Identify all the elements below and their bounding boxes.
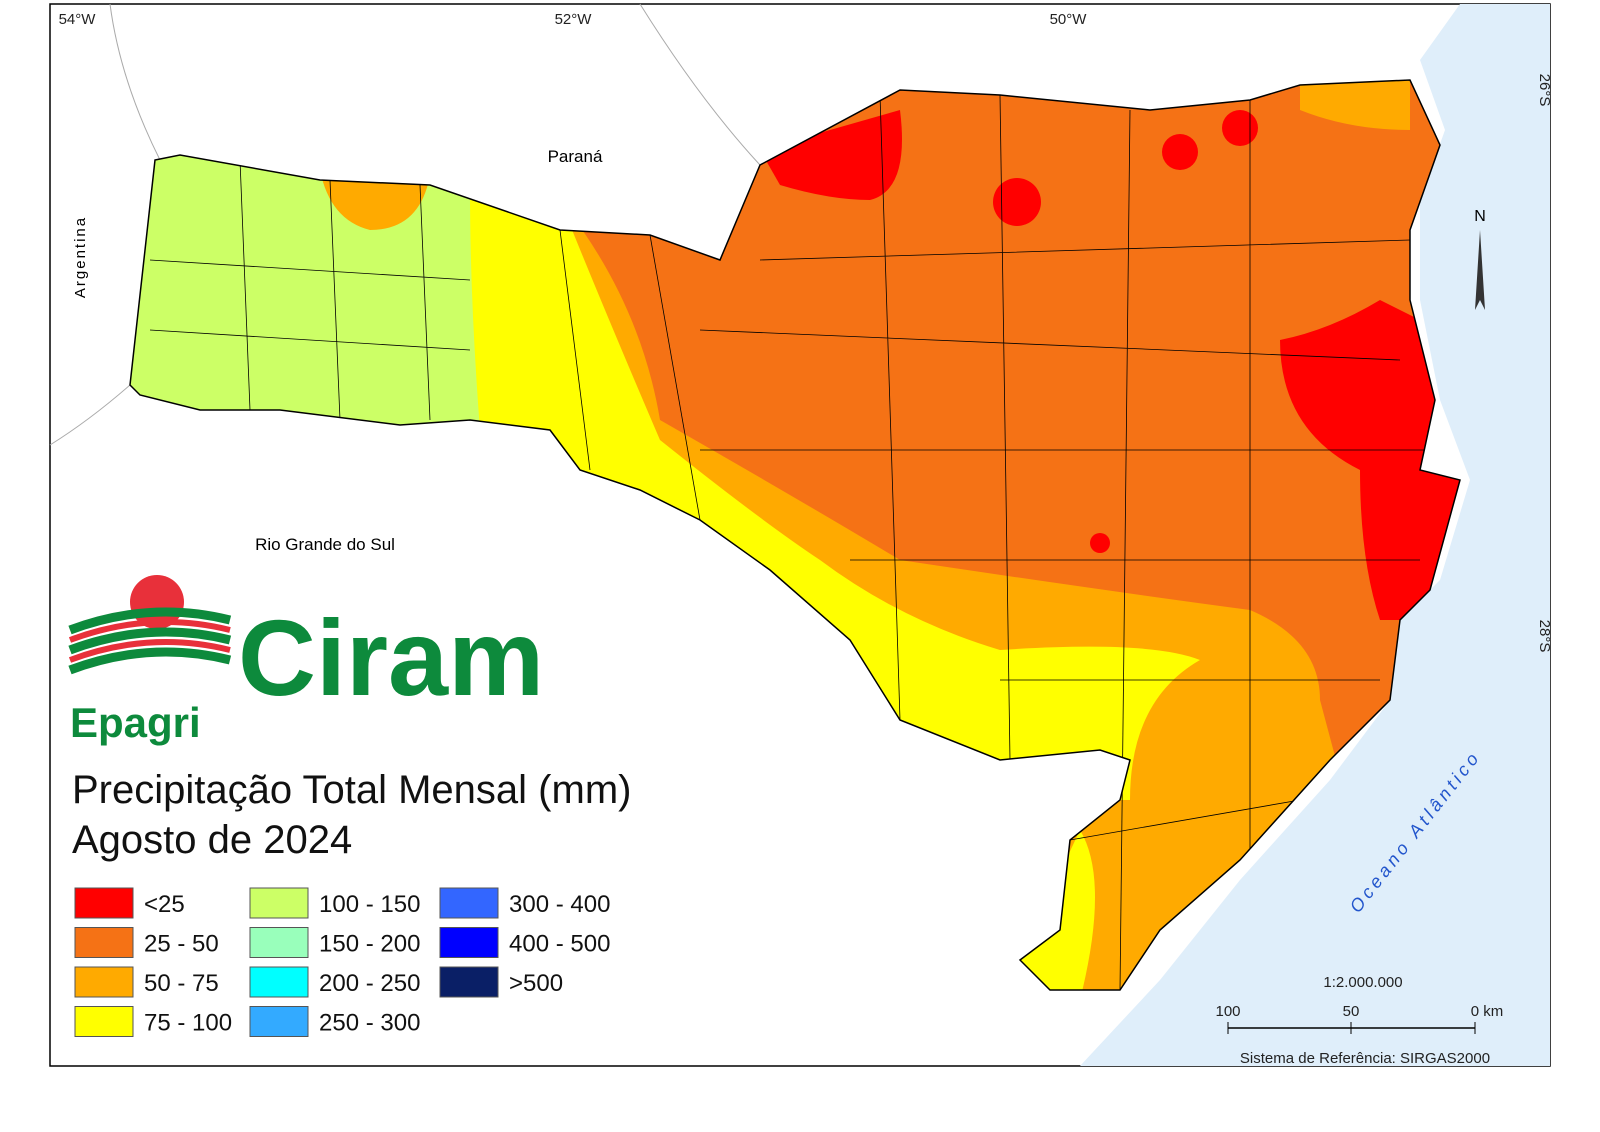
zone xyxy=(320,170,430,230)
longitude-label: 50°W xyxy=(1050,11,1088,28)
latitude-label: 28°S xyxy=(1536,620,1553,653)
zone xyxy=(760,110,902,200)
legend-swatch xyxy=(74,927,134,958)
legend-label: >500 xyxy=(509,970,563,997)
ocean xyxy=(1080,4,1550,1066)
logo-arcs xyxy=(68,619,231,663)
legend-label: 250 - 300 xyxy=(319,1010,420,1037)
scale-label: 50 xyxy=(1343,1003,1360,1020)
zone xyxy=(1300,80,1410,130)
legend-label: 75 - 100 xyxy=(144,1010,232,1037)
legend-swatch xyxy=(249,887,309,919)
logo-org: Epagri xyxy=(70,699,201,746)
reference: Sistema de Referência: SIRGAS2000 xyxy=(1240,1050,1490,1067)
border xyxy=(49,3,761,446)
legend-swatch xyxy=(439,927,499,958)
region-label: Paraná xyxy=(548,147,603,166)
scale-label: 0 km xyxy=(1471,1003,1504,1020)
scale-ratio: 1:2.000.000 xyxy=(1323,974,1402,991)
legend-swatch xyxy=(74,887,134,919)
logo-arcs xyxy=(68,607,232,675)
legend-label: 25 - 50 xyxy=(144,931,219,958)
north-arrow xyxy=(1475,230,1485,310)
longitude-label: 54°W xyxy=(59,11,97,28)
map-title: Precipitação Total Mensal (mm) xyxy=(72,768,631,812)
region-label: Rio Grande do Sul xyxy=(255,535,395,554)
legend-swatch xyxy=(249,966,309,998)
latitude-label: 26°S xyxy=(1536,74,1553,107)
legend-label: 400 - 500 xyxy=(509,931,610,958)
legend-label: 50 - 75 xyxy=(144,970,219,997)
legend-swatch xyxy=(249,927,309,958)
longitude-label: 52°W xyxy=(555,11,593,28)
legend-swatch xyxy=(74,1006,134,1037)
municipal-boundaries xyxy=(149,94,1450,990)
legend-swatch xyxy=(439,887,499,919)
state-outline xyxy=(129,79,1461,991)
legend-label: 200 - 250 xyxy=(319,970,420,997)
legend-label: <25 xyxy=(144,891,185,918)
logo-name: Ciram xyxy=(238,597,544,718)
legend-swatch xyxy=(249,1006,309,1037)
zone xyxy=(1090,533,1110,553)
legend-label: 100 - 150 xyxy=(319,891,420,918)
region-label: Argentina xyxy=(72,216,89,298)
legend-swatch xyxy=(439,966,499,998)
map-title: Agosto de 2024 xyxy=(72,818,352,862)
scale-label: 100 xyxy=(1215,1003,1240,1020)
zone xyxy=(993,178,1041,226)
legend-label: 300 - 400 xyxy=(509,891,610,918)
zone xyxy=(1162,134,1198,170)
zone xyxy=(1222,110,1258,146)
legend-swatch xyxy=(74,966,134,998)
legend-label: 150 - 200 xyxy=(319,931,420,958)
north-label: N xyxy=(1474,208,1486,225)
